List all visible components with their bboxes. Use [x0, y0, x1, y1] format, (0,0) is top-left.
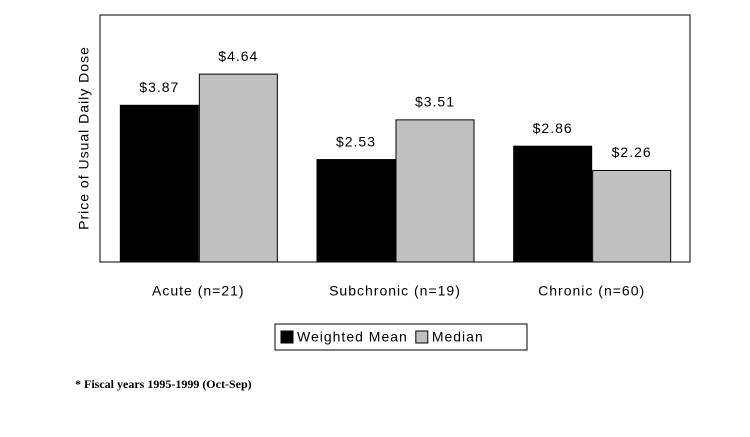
- value-label: $3.51: [415, 94, 455, 110]
- value-label: $3.87: [139, 79, 179, 95]
- x-tick-label: Acute (n=21): [152, 283, 245, 299]
- value-label: $2.26: [612, 144, 652, 160]
- footnote: * Fiscal years 1995-1999 (Oct-Sep): [75, 377, 252, 391]
- legend-swatch: [415, 330, 429, 344]
- bar: [119, 104, 199, 263]
- value-label: $2.53: [336, 133, 376, 149]
- legend-label: Weighted Mean: [297, 329, 408, 345]
- value-label: $2.86: [533, 120, 573, 136]
- bar: [395, 119, 475, 263]
- value-label: $4.64: [218, 48, 258, 64]
- x-tick-label: Chronic (n=60): [538, 283, 645, 299]
- legend-swatch: [280, 330, 294, 344]
- bar: [316, 159, 396, 263]
- y-axis-label: Price of Usual Daily Dose: [76, 46, 92, 230]
- legend-label: Median: [432, 329, 484, 345]
- legend-box: [274, 323, 528, 351]
- bar: [513, 145, 593, 263]
- bar: [592, 169, 672, 263]
- x-tick-label: Subchronic (n=19): [329, 283, 461, 299]
- bar: [198, 73, 278, 263]
